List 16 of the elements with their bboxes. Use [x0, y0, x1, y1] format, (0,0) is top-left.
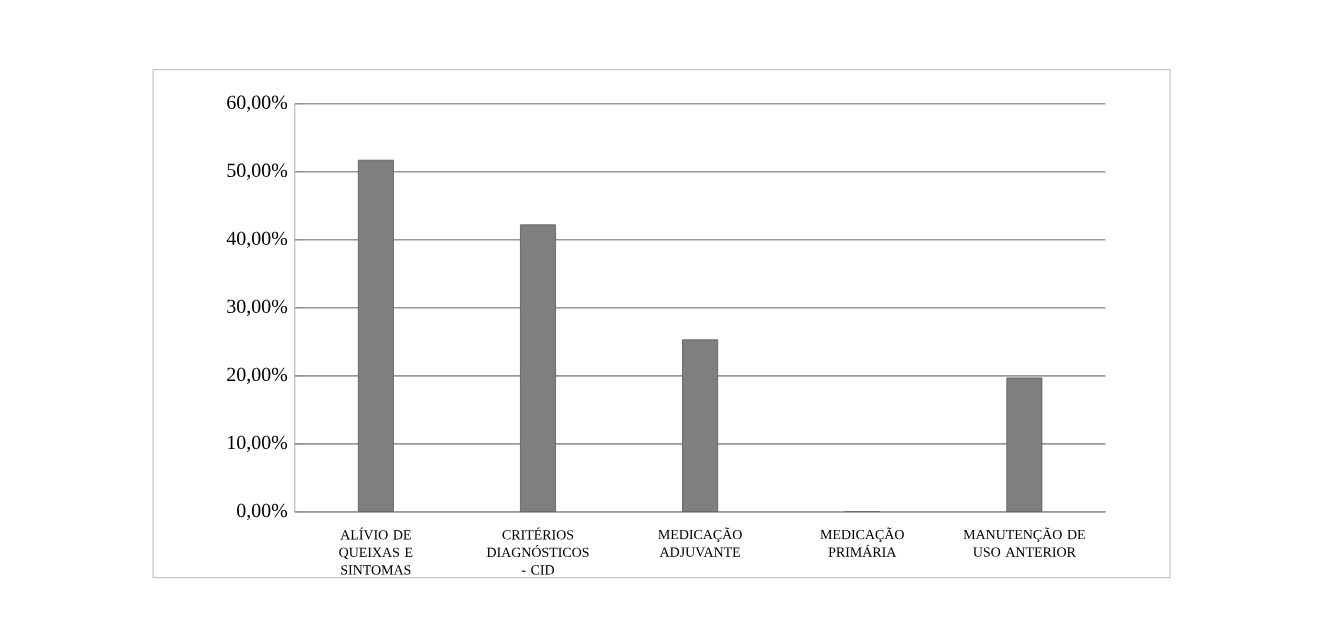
bar: [1006, 377, 1043, 512]
x-tick-label: MEDICAÇÃO PRIMÁRIA: [820, 527, 904, 557]
bar: [682, 339, 719, 512]
x-tick-label: MEDICAÇÃO ADJUVANTE: [658, 527, 742, 557]
y-tick-label: 50,00%: [227, 163, 288, 180]
y-tick-label: 40,00%: [226, 231, 288, 248]
y-tick-label: 10,00%: [228, 435, 288, 453]
x-tick-label: ALÍVIO DE QUEIXAS E SINTOMAS: [339, 527, 413, 575]
x-tick-label: CRITÉRIOS DIAGNÓSTICOS - CID: [486, 527, 589, 575]
y-tick-label: 0,00%: [237, 503, 288, 521]
x-tick-label: MANUTENÇÃO DE USO ANTERIOR: [963, 527, 1085, 557]
bar: [357, 159, 394, 512]
y-tick-label: 30,00%: [227, 299, 288, 317]
y-tick-label: 60,00%: [227, 95, 288, 112]
y-tick-label: 20,00%: [227, 367, 288, 385]
bar: [520, 224, 556, 512]
